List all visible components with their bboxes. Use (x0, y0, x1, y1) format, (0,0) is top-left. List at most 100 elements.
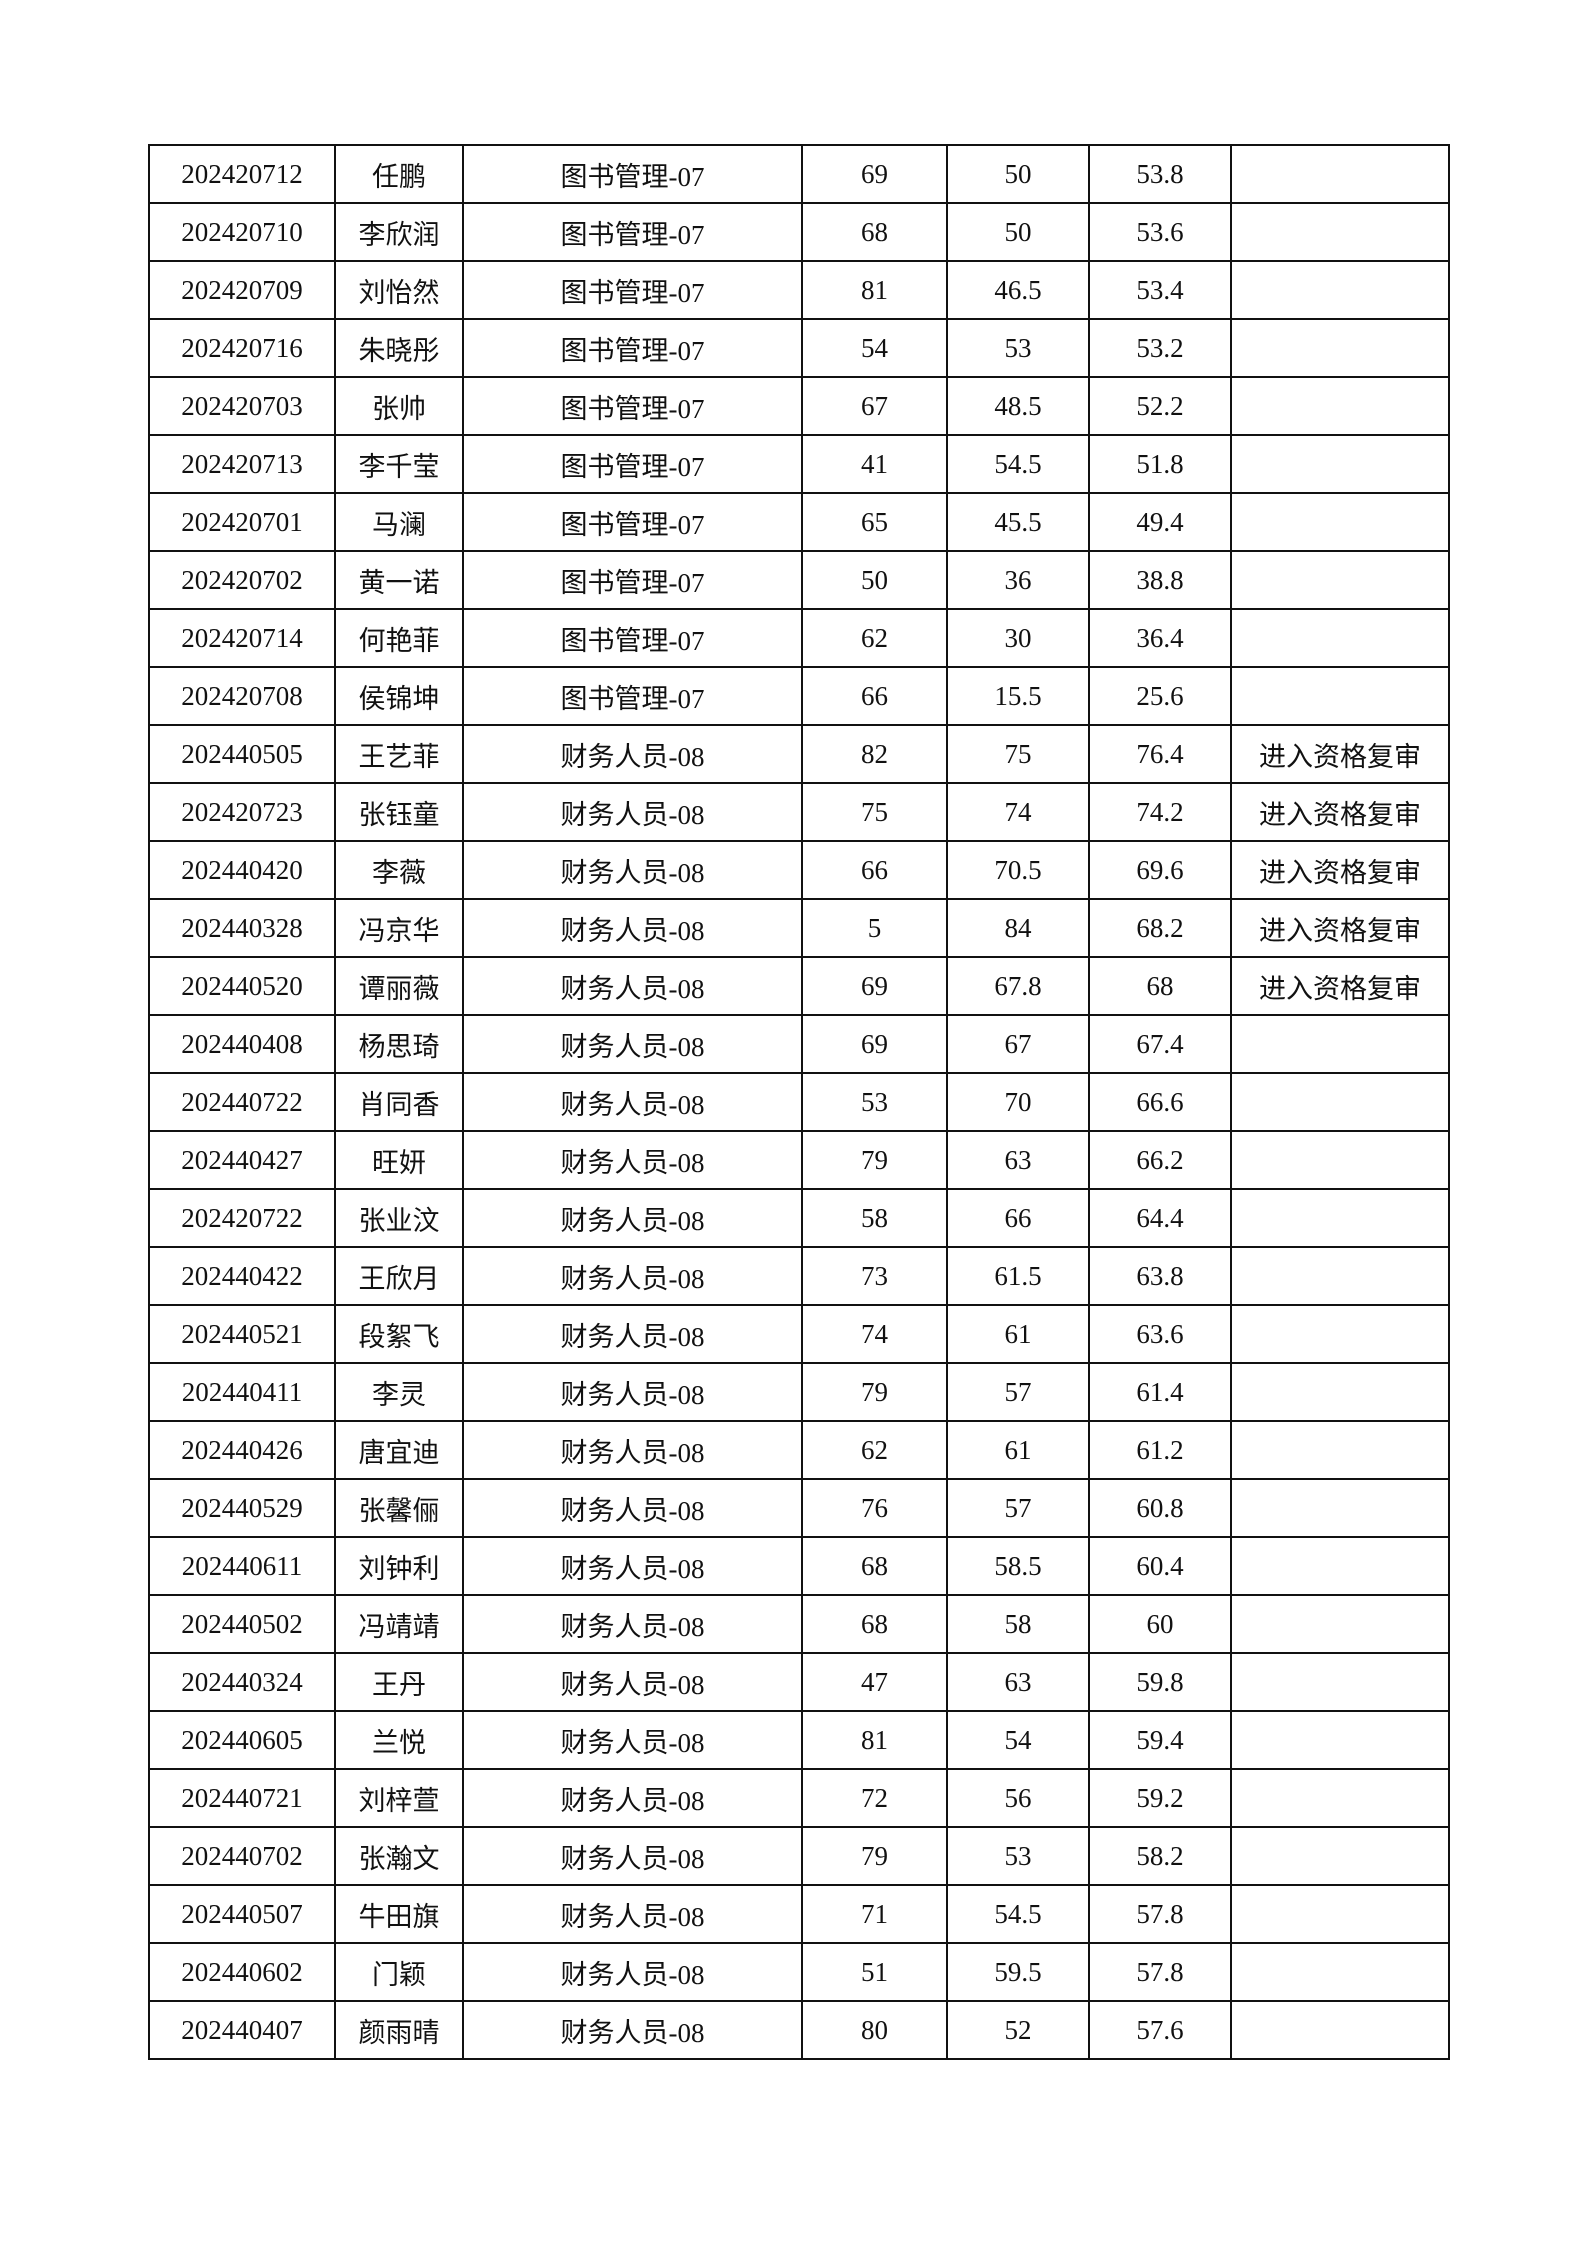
status-note-cell (1230, 492, 1450, 552)
score-interview-cell: 57 (946, 1478, 1090, 1538)
position-cell: 图书管理-07 (462, 608, 803, 668)
score-interview-cell: 61 (946, 1304, 1090, 1364)
status-note-cell (1230, 318, 1450, 378)
score-interview-cell: 63 (946, 1652, 1090, 1712)
candidate-name-cell: 颜雨晴 (334, 2000, 464, 2060)
score-interview-cell: 61 (946, 1420, 1090, 1480)
status-note-cell (1230, 1478, 1450, 1538)
score-written-cell: 71 (801, 1884, 948, 1944)
position-cell: 财务人员-08 (462, 1362, 803, 1422)
score-interview-cell: 67 (946, 1014, 1090, 1074)
score-total-cell: 53.6 (1088, 202, 1232, 262)
score-written-cell: 65 (801, 492, 948, 552)
score-interview-cell: 74 (946, 782, 1090, 842)
score-written-cell: 79 (801, 1130, 948, 1190)
candidate-name-cell: 冯靖靖 (334, 1594, 464, 1654)
score-written-cell: 68 (801, 1536, 948, 1596)
position-cell: 财务人员-08 (462, 956, 803, 1016)
status-note-cell (1230, 376, 1450, 436)
score-written-cell: 75 (801, 782, 948, 842)
position-cell: 图书管理-07 (462, 492, 803, 552)
table-row: 202420716 朱晓彤 图书管理-07 54 53 53.2 (148, 318, 1450, 378)
status-note-cell (1230, 1246, 1450, 1306)
candidate-name-cell: 李薇 (334, 840, 464, 900)
position-cell: 财务人员-08 (462, 1130, 803, 1190)
candidate-name-cell: 王欣月 (334, 1246, 464, 1306)
table-row: 202440722 肖同香 财务人员-08 53 70 66.6 (148, 1072, 1450, 1132)
candidate-name-cell: 门颖 (334, 1942, 464, 2002)
score-total-cell: 63.8 (1088, 1246, 1232, 1306)
score-total-cell: 60.8 (1088, 1478, 1232, 1538)
score-written-cell: 80 (801, 2000, 948, 2060)
score-interview-cell: 53 (946, 1826, 1090, 1886)
score-total-cell: 38.8 (1088, 550, 1232, 610)
position-cell: 图书管理-07 (462, 318, 803, 378)
candidate-name-cell: 唐宜迪 (334, 1420, 464, 1480)
score-interview-cell: 46.5 (946, 260, 1090, 320)
score-written-cell: 67 (801, 376, 948, 436)
score-interview-cell: 67.8 (946, 956, 1090, 1016)
table-row: 202420703 张帅 图书管理-07 67 48.5 52.2 (148, 376, 1450, 436)
score-interview-cell: 59.5 (946, 1942, 1090, 2002)
position-cell: 财务人员-08 (462, 1014, 803, 1074)
candidate-id-cell: 202420703 (148, 376, 336, 436)
score-total-cell: 66.6 (1088, 1072, 1232, 1132)
candidate-name-cell: 刘怡然 (334, 260, 464, 320)
score-total-cell: 49.4 (1088, 492, 1232, 552)
table-row: 202440408 杨思琦 财务人员-08 69 67 67.4 (148, 1014, 1450, 1074)
score-interview-cell: 15.5 (946, 666, 1090, 726)
candidate-name-cell: 肖同香 (334, 1072, 464, 1132)
score-total-cell: 25.6 (1088, 666, 1232, 726)
score-written-cell: 5 (801, 898, 948, 958)
score-total-cell: 68.2 (1088, 898, 1232, 958)
score-interview-cell: 54.5 (946, 434, 1090, 494)
score-written-cell: 82 (801, 724, 948, 784)
candidate-name-cell: 张钰童 (334, 782, 464, 842)
score-written-cell: 50 (801, 550, 948, 610)
table-row: 202440702 张瀚文 财务人员-08 79 53 58.2 (148, 1826, 1450, 1886)
status-note-cell (1230, 1942, 1450, 2002)
score-interview-cell: 52 (946, 2000, 1090, 2060)
status-note-cell (1230, 434, 1450, 494)
status-note-cell (1230, 1768, 1450, 1828)
table-row: 202420701 马澜 图书管理-07 65 45.5 49.4 (148, 492, 1450, 552)
table-row: 202440427 旺妍 财务人员-08 79 63 66.2 (148, 1130, 1450, 1190)
score-total-cell: 57.8 (1088, 1942, 1232, 2002)
candidate-name-cell: 张馨俪 (334, 1478, 464, 1538)
candidate-name-cell: 刘钟利 (334, 1536, 464, 1596)
table-row: 202440520 谭丽薇 财务人员-08 69 67.8 68 进入资格复审 (148, 956, 1450, 1016)
candidate-id-cell: 202420713 (148, 434, 336, 494)
status-note-cell (1230, 1188, 1450, 1248)
table-row: 202440420 李薇 财务人员-08 66 70.5 69.6 进入资格复审 (148, 840, 1450, 900)
status-note-cell (1230, 144, 1450, 204)
score-total-cell: 69.6 (1088, 840, 1232, 900)
score-total-cell: 74.2 (1088, 782, 1232, 842)
position-cell: 财务人员-08 (462, 1536, 803, 1596)
candidate-name-cell: 张业汶 (334, 1188, 464, 1248)
status-note-cell: 进入资格复审 (1230, 782, 1450, 842)
score-written-cell: 73 (801, 1246, 948, 1306)
candidate-id-cell: 202440602 (148, 1942, 336, 2002)
score-written-cell: 69 (801, 1014, 948, 1074)
score-interview-cell: 53 (946, 318, 1090, 378)
score-total-cell: 60.4 (1088, 1536, 1232, 1596)
candidate-name-cell: 谭丽薇 (334, 956, 464, 1016)
status-note-cell (1230, 1594, 1450, 1654)
score-interview-cell: 58 (946, 1594, 1090, 1654)
status-note-cell (1230, 1884, 1450, 1944)
position-cell: 财务人员-08 (462, 1826, 803, 1886)
status-note-cell (1230, 202, 1450, 262)
candidate-name-cell: 旺妍 (334, 1130, 464, 1190)
position-cell: 财务人员-08 (462, 898, 803, 958)
candidate-id-cell: 202420709 (148, 260, 336, 320)
candidate-id-cell: 202420702 (148, 550, 336, 610)
candidate-id-cell: 202440324 (148, 1652, 336, 1712)
candidate-name-cell: 侯锦坤 (334, 666, 464, 726)
table-row: 202440422 王欣月 财务人员-08 73 61.5 63.8 (148, 1246, 1450, 1306)
candidate-id-cell: 202420714 (148, 608, 336, 668)
position-cell: 财务人员-08 (462, 1710, 803, 1770)
candidate-name-cell: 任鹏 (334, 144, 464, 204)
table-row: 202440411 李灵 财务人员-08 79 57 61.4 (148, 1362, 1450, 1422)
candidate-name-cell: 刘梓萱 (334, 1768, 464, 1828)
candidate-name-cell: 李千莹 (334, 434, 464, 494)
